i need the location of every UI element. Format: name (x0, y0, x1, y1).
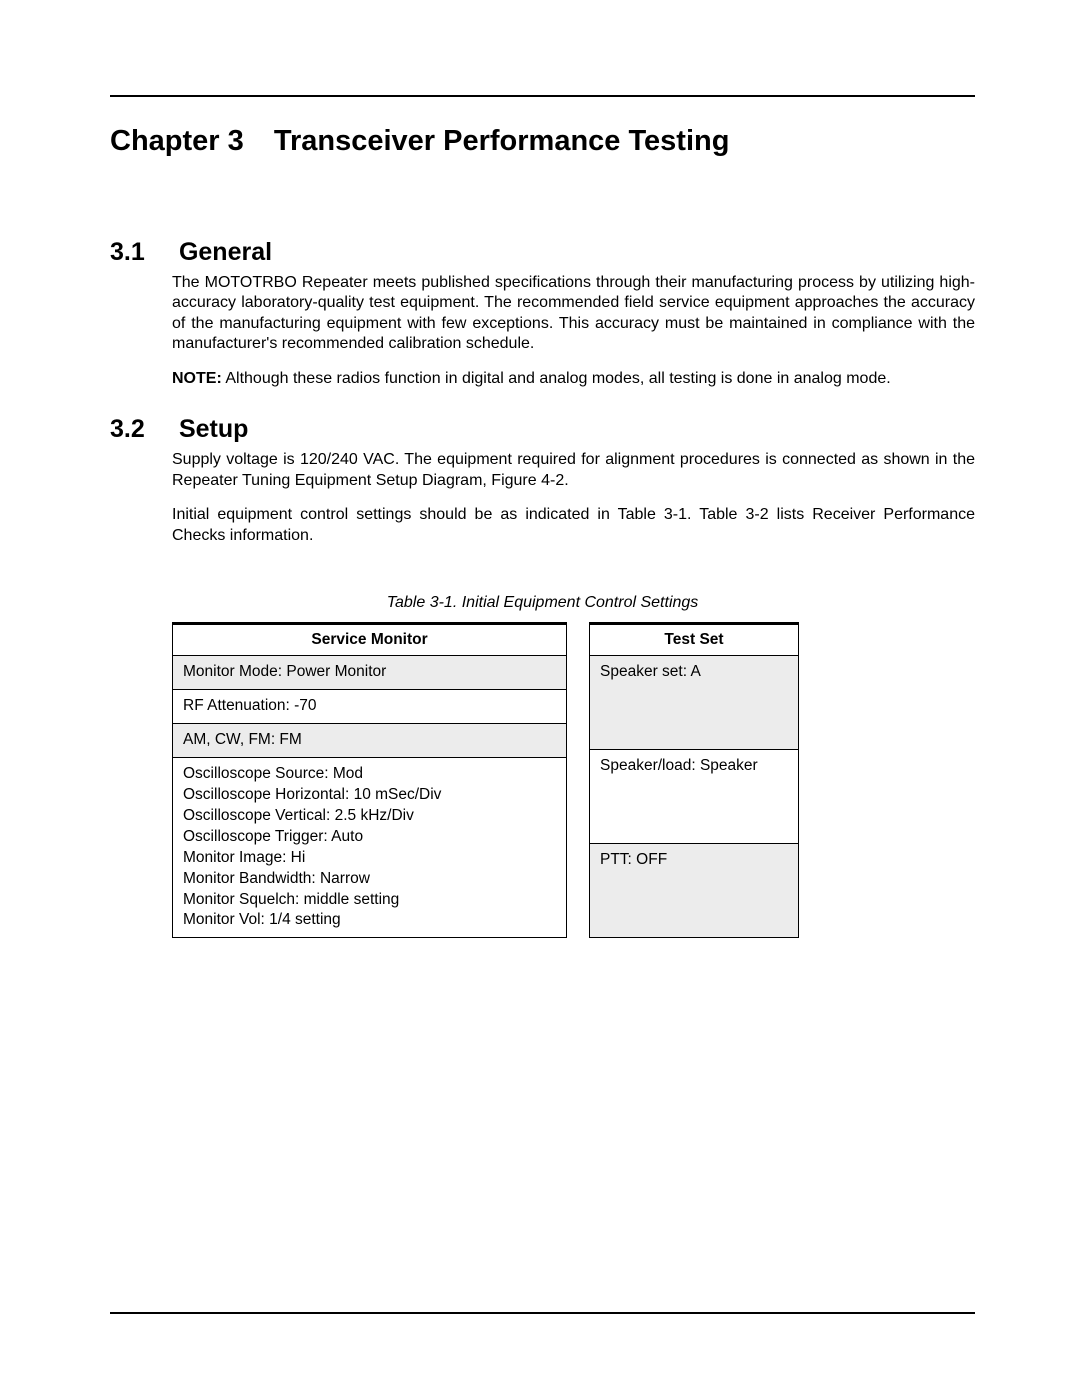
paragraph: The MOTOTRBO Repeater meets published sp… (172, 273, 975, 355)
chapter-number: Chapter 3 (110, 125, 244, 157)
chapter-title-text: Transceiver Performance Testing (274, 125, 730, 157)
table-row: PTT: OFF (590, 844, 799, 938)
section-title: General (179, 238, 272, 266)
table-cell: RF Attenuation: -70 (173, 690, 567, 724)
table-header: Test Set (590, 624, 799, 656)
section-setup: 3.2 Setup Supply voltage is 120/240 VAC.… (110, 415, 975, 546)
table-row: Oscilloscope Source: ModOscilloscope Hor… (173, 757, 567, 937)
table-row: Monitor Mode: Power Monitor (173, 656, 567, 690)
section-number: 3.1 (110, 238, 172, 267)
section-body: The MOTOTRBO Repeater meets published sp… (172, 273, 975, 389)
table-cell: PTT: OFF (590, 844, 799, 938)
note-paragraph: NOTE: Although these radios function in … (172, 369, 975, 389)
table-row: Speaker set: A (590, 656, 799, 750)
table-cell: AM, CW, FM: FM (173, 724, 567, 758)
table-row: RF Attenuation: -70 (173, 690, 567, 724)
table-cell: Speaker/load: Speaker (590, 750, 799, 844)
section-heading: 3.1 General (110, 238, 975, 267)
section-heading: 3.2 Setup (110, 415, 975, 444)
top-rule (110, 95, 975, 97)
document-page: Chapter 3 Transceiver Performance Testin… (0, 0, 1080, 1397)
chapter-title: Chapter 3 Transceiver Performance Testin… (110, 125, 975, 158)
table-caption: Table 3-1. Initial Equipment Control Set… (110, 594, 975, 612)
section-title: Setup (179, 415, 248, 443)
paragraph: Supply voltage is 120/240 VAC. The equip… (172, 450, 975, 491)
table-cell: Oscilloscope Source: ModOscilloscope Hor… (173, 757, 567, 937)
service-monitor-table: Service Monitor Monitor Mode: Power Moni… (172, 622, 567, 938)
tables-row: Service Monitor Monitor Mode: Power Moni… (172, 622, 975, 938)
paragraph: Initial equipment control settings shoul… (172, 505, 975, 546)
note-label: NOTE: (172, 370, 222, 387)
section-general: 3.1 General The MOTOTRBO Repeater meets … (110, 238, 975, 389)
table-row: Speaker/load: Speaker (590, 750, 799, 844)
table-row: AM, CW, FM: FM (173, 724, 567, 758)
table-cell: Monitor Mode: Power Monitor (173, 656, 567, 690)
table-header: Service Monitor (173, 624, 567, 656)
table-cell: Speaker set: A (590, 656, 799, 750)
note-text: Although these radios function in digita… (225, 370, 890, 387)
section-number: 3.2 (110, 415, 172, 444)
test-set-table: Test Set Speaker set: A Speaker/load: Sp… (589, 622, 799, 938)
section-body: Supply voltage is 120/240 VAC. The equip… (172, 450, 975, 546)
bottom-rule (110, 1312, 975, 1314)
